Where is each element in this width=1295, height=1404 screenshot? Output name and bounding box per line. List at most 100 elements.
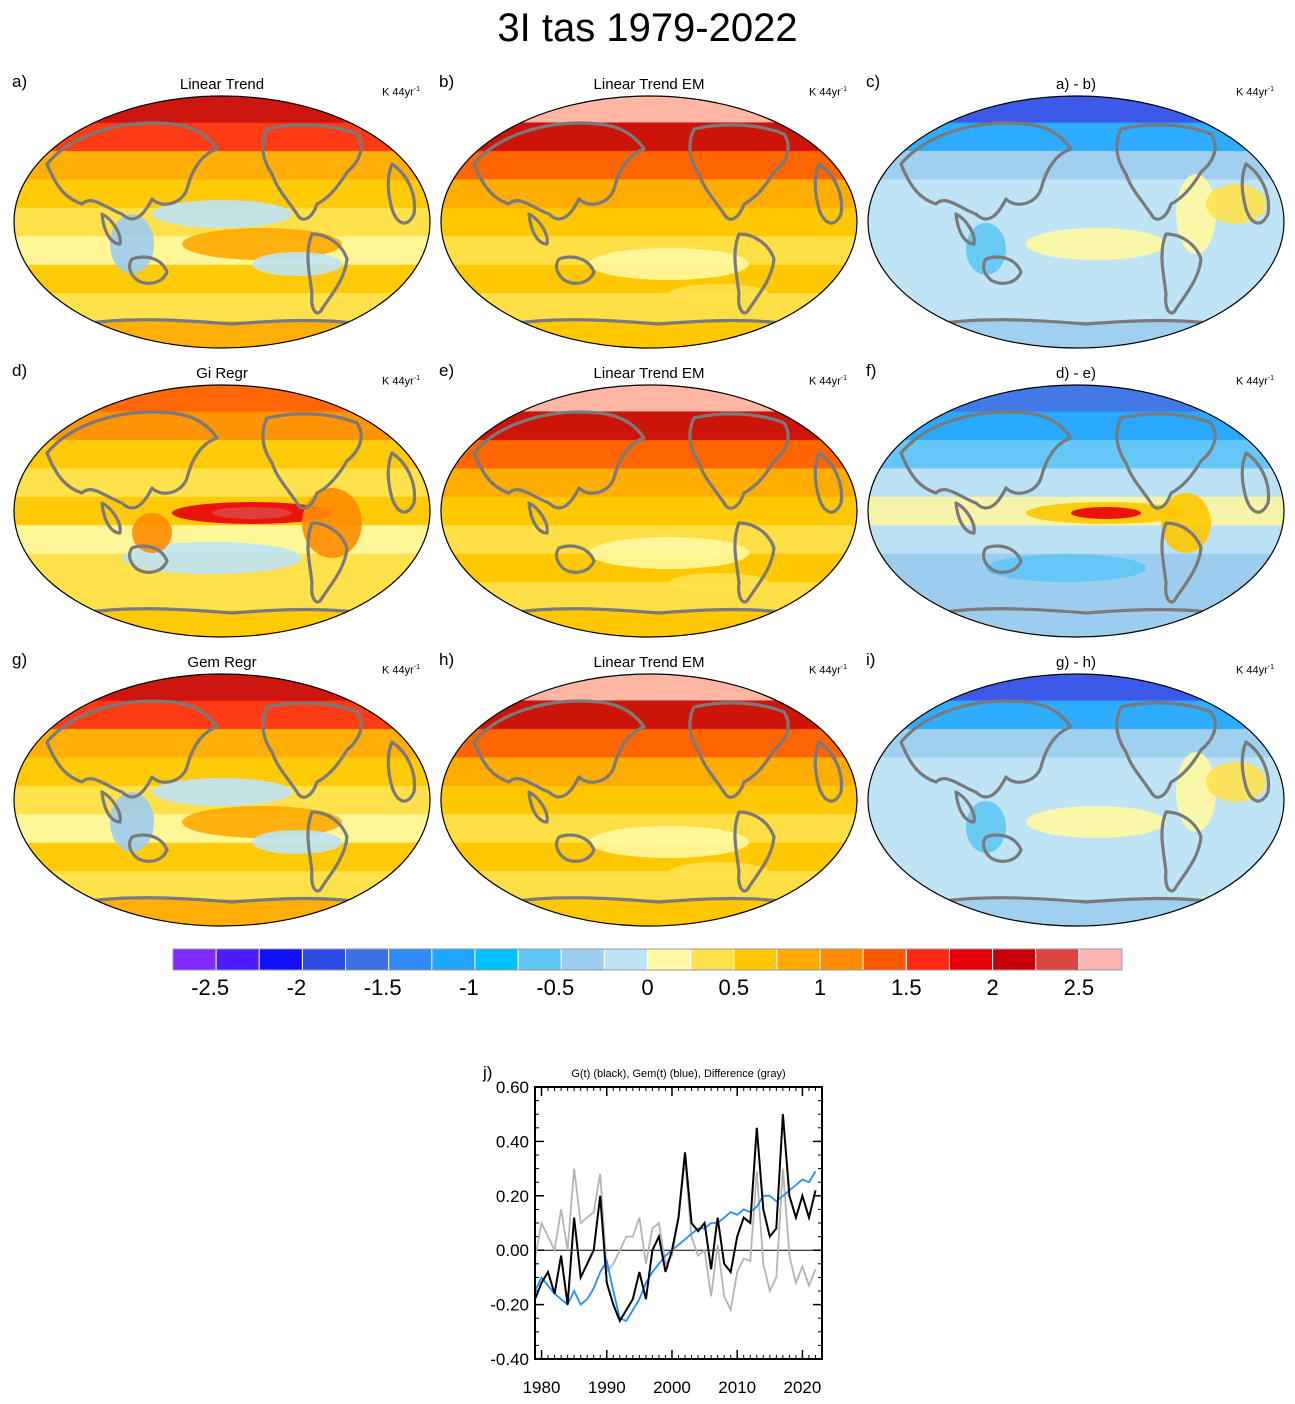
coastline: [261, 123, 363, 221]
coastline: [733, 232, 776, 315]
coastline: [71, 607, 373, 617]
world-map: [13, 95, 431, 349]
coastline: [498, 896, 800, 906]
anomaly-region: [986, 554, 1146, 582]
coastline: [688, 701, 790, 799]
series-line-gem: [534, 1170, 817, 1323]
lat-band: [868, 842, 1284, 873]
figure-title: 3I tas 1979-2022: [497, 6, 798, 50]
panel-units: K 44yr-1: [381, 86, 420, 99]
panel-letter: d): [12, 361, 28, 380]
map-border: [867, 384, 1285, 638]
map-fill: [868, 674, 1284, 926]
coastline: [554, 833, 596, 863]
panel-title: a) - b): [1055, 76, 1096, 93]
coastline: [527, 790, 549, 824]
colorbar-tick-label: 2.5: [1064, 975, 1095, 1000]
coastline: [261, 412, 363, 510]
panel-letter: a): [12, 72, 28, 91]
coastline: [733, 521, 776, 604]
world-map: [440, 95, 858, 349]
anomaly-region: [1206, 762, 1266, 802]
coastlines: [472, 699, 844, 906]
world-map: [440, 384, 858, 638]
lat-band: [441, 496, 857, 527]
panel-units: K 44yr-1: [381, 375, 420, 388]
map-border: [13, 95, 431, 349]
anomaly-region: [1206, 184, 1266, 224]
panel-letter: b): [439, 72, 455, 91]
coastline: [306, 810, 349, 893]
anomaly-region: [152, 778, 292, 806]
map-panel-f: f) d) - e) K 44yr-1: [866, 361, 1286, 651]
lat-band: [441, 207, 857, 238]
map-panel-h: h) Linear Trend EM K 44yr-1: [439, 650, 859, 940]
anomaly-region: [132, 513, 172, 553]
map-panel-c: c) a) - b) K 44yr-1: [866, 72, 1286, 362]
coastline: [386, 740, 417, 803]
coastline: [71, 896, 373, 906]
panel-letter: h): [439, 650, 455, 669]
map-border: [13, 673, 431, 927]
colorbar-tick-label: 2: [986, 975, 998, 1000]
panel-title: Linear Trend EM: [593, 76, 705, 93]
coastline: [981, 833, 1023, 863]
coastlines: [45, 699, 417, 906]
coastline: [1115, 701, 1217, 799]
coastline: [981, 544, 1023, 574]
coastline: [100, 790, 122, 824]
lat-band: [868, 264, 1284, 295]
panel-letter: g): [12, 650, 28, 669]
y-tick-label: -0.40: [490, 1350, 529, 1369]
coastline: [1240, 740, 1271, 803]
lat-band: [14, 264, 430, 295]
coastline: [1160, 810, 1203, 893]
world-map: [13, 384, 431, 638]
coastline: [306, 232, 349, 315]
anomaly-region: [1026, 228, 1166, 260]
map-panel-g: g) Gem Regr K 44yr-1: [12, 650, 432, 940]
anomaly-region: [966, 223, 1006, 275]
panel-title: Gi Regr: [196, 365, 248, 382]
map-panel-e: e) Linear Trend EM K 44yr-1: [439, 361, 859, 651]
coastline: [472, 699, 646, 799]
world-map: [440, 673, 858, 927]
coastlines: [472, 121, 844, 328]
anomaly-region: [122, 542, 302, 574]
map-panel-a: a) Linear Trend K 44yr-1: [12, 72, 432, 362]
coastline: [1160, 521, 1203, 604]
coastline: [45, 410, 219, 510]
panel-units: K 44yr-1: [808, 86, 847, 99]
panel-letter: c): [866, 72, 881, 91]
map-border: [867, 95, 1285, 349]
anomaly-region: [1071, 507, 1141, 519]
x-tick-label: 1990: [588, 1378, 626, 1397]
colorbar-tick-label: 1: [814, 975, 826, 1000]
panel-title: d) - e): [1055, 365, 1096, 382]
panel-units: K 44yr-1: [1235, 86, 1274, 99]
panel-title: Linear Trend EM: [593, 365, 705, 382]
map-border: [440, 95, 858, 349]
anomaly-region: [669, 573, 769, 593]
map-panel-b: b) Linear Trend EM K 44yr-1: [439, 72, 859, 362]
panel-units: K 44yr-1: [808, 375, 847, 388]
coastline: [498, 607, 800, 617]
anomaly-region: [182, 806, 342, 838]
coastline: [45, 699, 219, 799]
anomaly-region: [966, 801, 1006, 853]
map-fill: [14, 674, 430, 926]
panel-letter: f): [866, 361, 877, 380]
coastline: [981, 255, 1023, 285]
y-tick-label: 0.40: [496, 1132, 529, 1151]
map-border: [440, 384, 858, 638]
coastline: [688, 412, 790, 510]
world-map: [867, 673, 1285, 927]
anomaly-region: [589, 248, 749, 280]
coastline: [925, 318, 1227, 328]
x-tick-label: 2020: [784, 1378, 822, 1397]
plot-frame: [534, 1086, 823, 1360]
panel-letter: j): [482, 1063, 492, 1082]
coastline: [386, 451, 417, 514]
coastline: [527, 212, 549, 246]
